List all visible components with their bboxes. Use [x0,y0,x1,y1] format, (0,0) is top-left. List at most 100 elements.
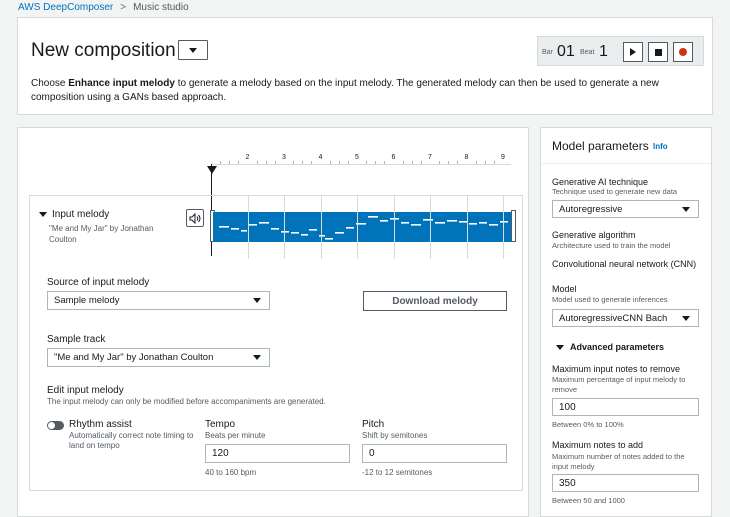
ruler-tick [420,161,422,164]
melody-note [241,230,247,232]
melody-note [356,223,366,225]
record-icon [679,48,687,56]
algorithm-label: Generative algorithm [552,230,636,240]
transport-controls: Bar 01 Beat 1 [537,36,704,66]
input-melody-toggle[interactable]: Input melody [39,209,109,220]
bar-divider [284,195,285,259]
melody-note [291,232,299,234]
melody-note [500,221,508,223]
ruler-tick [439,161,441,164]
melody-note [319,235,325,237]
ruler-mark-label: 8 [464,154,469,161]
pitch-input[interactable]: 0 [362,444,507,463]
ruler-tick [484,161,486,164]
divider [541,163,711,164]
max-remove-input[interactable]: 100 [552,398,699,416]
play-button[interactable] [623,42,643,62]
stop-button[interactable] [648,42,668,62]
melody-note [401,222,409,224]
model-select[interactable]: AutoregressiveCNN Bach [552,309,699,327]
ruler-tick [229,161,231,164]
advanced-parameters-toggle[interactable]: Advanced parameters [556,342,664,352]
sample-track-select[interactable]: "Me and My Jar" by Jonathan Coulton [47,348,270,367]
input-melody-section: Input melody "Me and My Jar" by Jonathan… [29,195,523,491]
rhythm-assist-label: Rhythm assist [69,419,132,430]
ruler-mark-label: 7 [428,154,432,161]
ruler-tick [366,161,368,164]
technique-select[interactable]: Autoregressive [552,200,699,218]
melody-note [309,229,317,231]
ruler-tick [375,161,377,164]
download-melody-button[interactable]: Download melody [363,291,507,311]
bar-divider [503,195,504,259]
caret-down-icon [556,344,564,350]
pitch-sub: Shift by semitones [362,431,428,440]
melody-note [489,224,498,226]
tempo-hint: 40 to 160 bpm [205,468,257,477]
caret-down-icon [189,47,197,53]
rhythm-assist-sub: Automatically correct note timing to lan… [69,431,194,450]
model-label: Model [552,284,577,294]
max-remove-sub: Maximum percentage of input melody to re… [552,375,686,394]
ruler-tick [402,161,404,164]
melody-right-handle[interactable] [511,210,516,242]
description-text: Choose [31,78,69,89]
beat-value: 1 [599,43,608,60]
max-remove-hint: Between 0% to 100% [552,420,624,429]
ruler-tick [256,161,258,164]
speaker-icon [189,212,201,224]
page-title: New composition [31,40,176,61]
composition-dropdown-button[interactable] [178,40,208,60]
bar-label: Bar [542,49,553,56]
info-link[interactable]: Info [653,142,668,151]
source-select[interactable]: Sample melody [47,291,270,310]
tempo-sub: Beats per minute [205,431,266,440]
melody-note [301,234,308,236]
chevron-right-icon: > [120,1,127,13]
max-add-hint: Between 50 and 1000 [552,496,625,505]
ruler-tick [475,161,477,164]
caret-down-icon [39,212,47,217]
melody-note [390,218,399,220]
sample-track-value: "Me and My Jar" by Jonathan Coulton [54,352,214,363]
melody-note [423,219,433,221]
max-add-input[interactable]: 350 [552,474,699,492]
edit-sub: The input melody can only be modified be… [47,397,326,406]
melody-region[interactable] [213,212,514,242]
record-button[interactable] [673,42,693,62]
tempo-label: Tempo [205,419,236,430]
timeline-ruler: 2 3 4 5 6 7 8 9 [18,128,528,178]
sample-track-label: Sample track [47,334,106,345]
rhythm-assist-toggle[interactable] [47,421,64,430]
caret-down-icon [253,355,261,360]
caret-down-icon [682,316,690,321]
tempo-input[interactable]: 120 [205,444,350,463]
description-bold: Enhance input melody [68,78,175,89]
playhead-handle-icon[interactable] [207,166,217,174]
caret-down-icon [682,207,690,212]
technique-sub: Technique used to generate new data [552,187,678,196]
model-sub: Model used to generate inferences [552,295,668,304]
pitch-hint: -12 to 12 semitones [362,468,433,477]
melody-note [368,216,378,218]
ruler-mark-label: 9 [501,154,505,161]
model-parameters-title: Model parameters [552,139,649,153]
max-remove-label: Maximum input notes to remove [552,364,681,374]
ruler-tick [493,161,495,164]
speaker-button[interactable] [186,209,204,227]
melody-note [231,228,239,230]
technique-label: Generative AI technique [552,177,649,187]
ruler-tick [329,161,331,164]
model-parameters-panel: Model parameters Info Generative AI tech… [540,127,712,517]
bar-value: 01 [557,43,575,60]
ruler-tick [347,161,349,164]
source-label: Source of input melody [47,277,150,288]
breadcrumb-root-link[interactable]: AWS DeepComposer [18,1,114,13]
model-value: AutoregressiveCNN Bach [559,312,668,324]
input-melody-label: Input melody [52,209,110,220]
melody-note [459,221,468,223]
input-melody-subtitle: "Me and My Jar" by Jonathan Coulton [49,224,154,244]
ruler-tick [265,161,267,164]
bar-divider [320,195,322,259]
page-description: Choose Enhance input melody to generate … [31,77,701,105]
